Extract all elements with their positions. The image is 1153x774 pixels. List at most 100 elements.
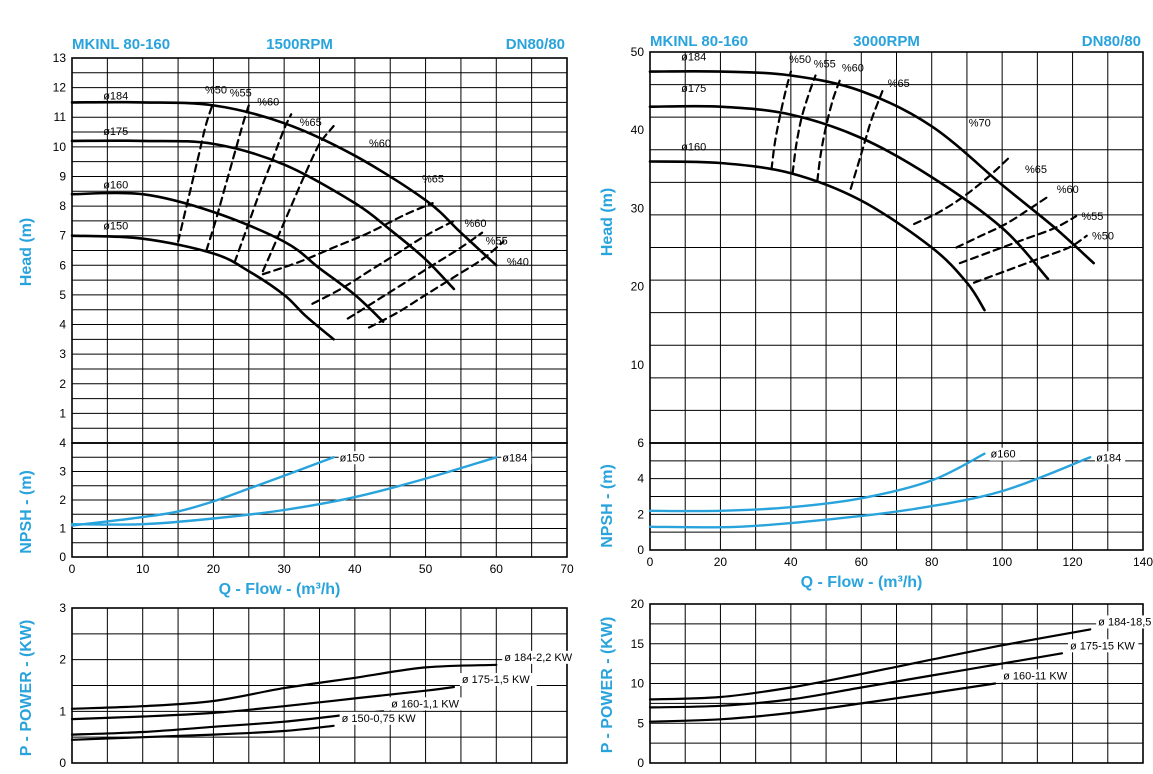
right-power-tick-label: 20 xyxy=(631,597,645,611)
right-efficiency-label: %60 xyxy=(842,63,864,75)
right-power-tick-label: 5 xyxy=(637,716,644,730)
right-efficiency-curve xyxy=(849,90,884,190)
left-npsh-tick-label: 4 xyxy=(59,436,66,450)
left-x-tick-label: 70 xyxy=(560,562,574,576)
left-efficiency-curve xyxy=(346,231,484,320)
right-power-axis-label: P - POWER - (KW) xyxy=(599,617,616,754)
left-diameter-label: ø150 xyxy=(103,221,128,233)
left-power-tick-label: 0 xyxy=(59,756,66,770)
right-head-curve xyxy=(648,104,1050,281)
right-npsh-curve xyxy=(648,452,986,513)
right-head-curve xyxy=(648,160,986,312)
right-efficiency-label: %55 xyxy=(1081,211,1103,223)
left-power-label-bg xyxy=(502,650,580,664)
left-head-tick-label: 13 xyxy=(53,51,67,65)
left-head-tick-label: 11 xyxy=(54,110,67,124)
left-flange-title: DN80/80 xyxy=(506,36,565,53)
left-x-tick-label: 60 xyxy=(490,562,504,576)
right-power-curve-label: ø 175-15 KW xyxy=(1070,640,1135,652)
right-npsh-curve xyxy=(648,456,1092,529)
right-npsh-label-bg xyxy=(1095,451,1126,465)
left-npsh-curve xyxy=(70,456,498,526)
right-power-grid xyxy=(649,603,1144,764)
right-npsh-tick-label: 0 xyxy=(637,543,644,557)
right-power-curve-label: ø 184-18,5 KW xyxy=(1098,616,1153,628)
left-head-tick-label: 2 xyxy=(59,377,66,391)
right-npsh-axis-label: NPSH - (m) xyxy=(599,464,616,548)
left-power-tick-label: 2 xyxy=(59,653,66,667)
left-model-title: MKINL 80-160 xyxy=(72,36,170,53)
left-head-tick-label: 12 xyxy=(53,81,67,95)
left-head-tick-label: 4 xyxy=(59,318,66,332)
left-power-curve xyxy=(70,710,385,736)
right-power-frame xyxy=(649,603,1144,764)
left-efficiency-curve xyxy=(261,202,434,276)
right-efficiency-curve xyxy=(955,195,1049,249)
left-x-tick-label: 30 xyxy=(277,562,291,576)
left-efficiency-label: %55 xyxy=(486,236,508,248)
left-power-curve-label: ø 175-1,5 KW xyxy=(462,674,530,686)
left-head-tick-label: 7 xyxy=(59,229,66,243)
left-head-curve xyxy=(70,100,498,267)
left-head-tick-label: 6 xyxy=(59,258,66,272)
right-x-tick-label: 80 xyxy=(925,555,939,569)
left-npsh-grid xyxy=(71,442,568,558)
right-x-tick-label: 100 xyxy=(992,555,1012,569)
right-npsh-curve-label: ø184 xyxy=(1096,452,1121,464)
left-power-label-bg xyxy=(459,673,537,687)
left-power-label-bg xyxy=(389,697,466,711)
left-efficiency-curve xyxy=(367,240,505,329)
right-x-tick-label: 20 xyxy=(714,555,728,569)
right-npsh-frame xyxy=(649,442,1144,551)
left-efficiency-label: %65 xyxy=(300,117,322,129)
right-diameter-label: ø184 xyxy=(681,52,706,64)
right-npsh-grid xyxy=(649,442,1144,551)
right-efficiency-label: %50 xyxy=(789,54,811,66)
right-efficiency-label: %65 xyxy=(888,78,910,90)
right-efficiency-label: %50 xyxy=(1092,231,1114,243)
left-power-frame xyxy=(71,607,568,764)
left-efficiency-label: %60 xyxy=(257,96,279,108)
right-x-axis-label: Q - Flow - (m³/h) xyxy=(801,574,923,591)
left-head-tick-label: 1 xyxy=(59,406,66,420)
left-efficiency-label: %55 xyxy=(230,88,252,100)
right-efficiency-label: %70 xyxy=(969,117,991,129)
right-efficiency-curve xyxy=(791,74,817,175)
right-power-label-bg xyxy=(1068,639,1139,653)
right-x-tick-label: 120 xyxy=(1063,555,1083,569)
right-efficiency-label: %55 xyxy=(814,59,836,71)
left-efficiency-curve xyxy=(261,125,335,273)
left-power-curve-label: ø 160-1,1 KW xyxy=(391,698,459,710)
left-diameter-label: ø160 xyxy=(103,179,128,191)
left-power-axis-label: P - POWER - (KW) xyxy=(18,620,35,757)
left-head-axis-label: Head (m) xyxy=(18,218,35,286)
left-npsh-tick-label: 2 xyxy=(59,493,66,507)
left-npsh-label-bg xyxy=(338,451,369,465)
right-efficiency-curve xyxy=(816,78,842,183)
left-speed-title: 1500RPM xyxy=(266,36,333,53)
left-efficiency-curve xyxy=(177,101,215,243)
left-head-tick-label: 10 xyxy=(53,140,67,154)
left-efficiency-curve xyxy=(311,219,455,305)
left-efficiency-label: %60 xyxy=(369,138,391,150)
left-power-curve xyxy=(70,663,498,710)
left-diameter-label: ø175 xyxy=(103,126,128,138)
right-efficiency-curve xyxy=(972,234,1088,284)
right-x-tick-label: 140 xyxy=(1133,555,1153,569)
right-npsh-tick-label: 4 xyxy=(637,472,644,486)
left-efficiency-label: %60 xyxy=(464,218,486,230)
left-npsh-tick-label: 1 xyxy=(59,522,66,536)
right-head-tick-label: 10 xyxy=(631,358,645,372)
right-flange-title: DN80/80 xyxy=(1082,33,1141,50)
right-x-tick-label: 60 xyxy=(855,555,869,569)
left-power-curve-label: ø 184-2,2 KW xyxy=(504,652,572,664)
left-npsh-curve xyxy=(70,456,335,527)
left-npsh-axis-label: NPSH - (m) xyxy=(18,470,35,554)
left-npsh-curve-label: ø150 xyxy=(340,452,365,464)
left-head-grid xyxy=(71,57,568,444)
left-head-curve xyxy=(70,139,456,291)
right-power-tick-label: 15 xyxy=(631,637,645,651)
left-x-tick-label: 10 xyxy=(136,562,150,576)
left-head-tick-label: 3 xyxy=(59,347,66,361)
